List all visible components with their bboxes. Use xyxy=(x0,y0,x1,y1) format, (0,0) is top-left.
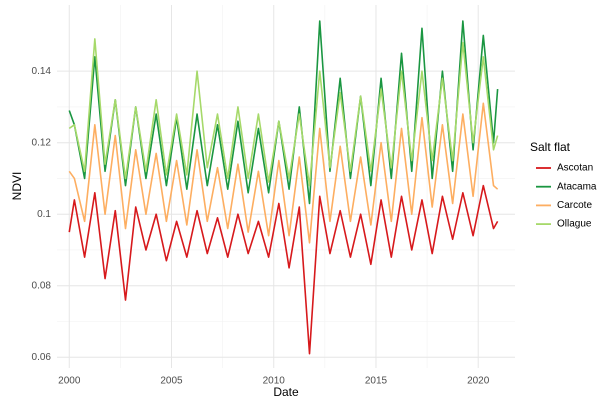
legend-label: Ollague xyxy=(557,219,592,230)
y-tick-label: 0.12 xyxy=(32,137,52,148)
x-tick-label: 2000 xyxy=(58,376,81,387)
x-tick-label: 2015 xyxy=(365,376,388,387)
x-tick-label: 2010 xyxy=(263,376,286,387)
legend-title: Salt flat xyxy=(530,140,571,154)
legend-label: Ascotan xyxy=(557,163,593,174)
y-tick-label: 0.14 xyxy=(32,66,52,77)
legend-label: Carcote xyxy=(557,200,592,211)
legend-label: Atacama xyxy=(557,181,597,192)
series-line xyxy=(68,20,499,205)
series-line xyxy=(68,38,499,187)
y-tick-label: 0.06 xyxy=(32,352,52,363)
y-axis-title: NDVI xyxy=(10,172,24,201)
y-tick-label: 0.08 xyxy=(32,280,52,291)
y-tick-label: 0.1 xyxy=(37,209,51,220)
x-tick-label: 2005 xyxy=(160,376,183,387)
series-line xyxy=(68,184,499,355)
x-tick-label: 2020 xyxy=(467,376,490,387)
x-axis-title: Date xyxy=(273,385,299,399)
series-line xyxy=(68,102,499,244)
